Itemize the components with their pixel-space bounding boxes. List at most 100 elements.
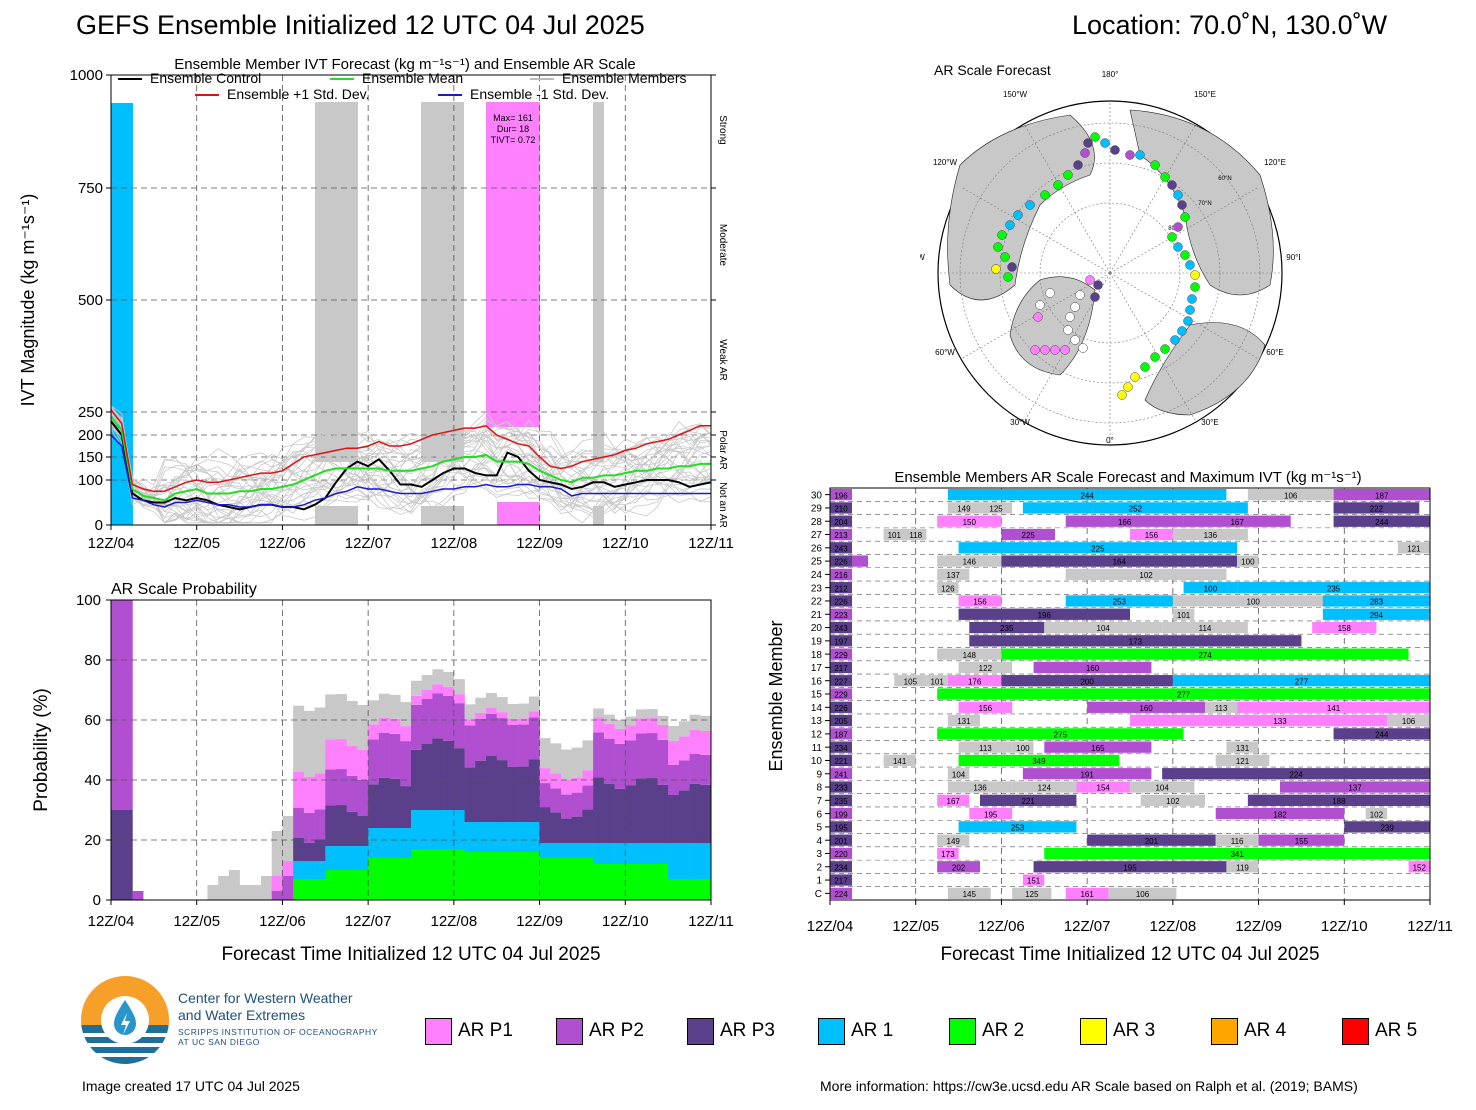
member-max-ivt: 124 [1038,784,1052,793]
probability-bar [368,858,380,900]
legend-ar-p2: AR P2 [556,1016,644,1046]
probability-bar [636,843,648,864]
member-label: 18 [811,650,823,661]
member-max-ivt: 235 [1000,624,1014,633]
ar-point [1050,345,1060,355]
member-max-ivt: 106 [1136,890,1150,899]
probability-bar [550,773,562,789]
probability-bar [325,870,337,900]
member-max-ivt: 113 [979,744,992,753]
member-max-ivt: 244 [1080,491,1094,500]
x-tick-label: 12Z/05 [173,535,220,552]
probability-bar [368,724,380,740]
probability-bar [111,600,123,810]
member-ar-bar [1312,621,1377,634]
member-ar-bar [1012,781,1077,793]
legend-label: AR 2 [982,1020,1025,1041]
member-max-ivt: 101 [930,677,944,686]
probability-bar [464,725,476,768]
footer-info: More information: https://cw3e.ucsd.edu … [820,1078,1358,1094]
probability-bar [303,842,315,861]
member-max-ivt: 100 [1241,558,1255,567]
legend-label: Ensemble +1 Std. Dev. [227,86,370,102]
probability-bar [625,740,637,786]
member-label: 25 [811,557,823,568]
member-label: 19 [811,636,823,647]
probability-bar [336,870,348,900]
member-max-ivt: 100 [1247,598,1261,607]
ensemble-member-line [110,419,712,524]
probability-bar [668,794,680,843]
initial-ivt-label: 243 [834,624,848,633]
swatch-ar-3 [1080,1017,1107,1045]
member-ar-bar [894,675,927,687]
member-max-ivt: 118 [909,531,922,540]
initial-ivt-label: 220 [834,850,848,859]
member-max-ivt: 136 [1204,531,1218,540]
initial-ivt-label: 243 [834,544,848,553]
probability-bar [368,828,380,858]
swatch-ar-5 [1342,1017,1369,1045]
ar-point [1190,270,1200,280]
ar-point [1100,138,1110,148]
probability-bar [528,822,540,852]
probability-bar [625,785,637,843]
member-ar-bar [1172,608,1195,620]
member-label: 13 [811,716,823,727]
probability-bar [400,828,412,858]
member-ar-bar [947,489,1227,501]
probability-bar [336,805,348,846]
probability-bar [486,714,498,757]
probability-bar [453,810,465,849]
legend-ar-1: AR 1 [818,1016,893,1046]
probability-bar [689,879,701,900]
probability-bar [389,718,401,734]
member-ar-bar [1076,781,1130,793]
member-label: 4 [816,836,822,847]
probability-bar [657,715,669,725]
initial-ivt-label: 229 [834,691,848,700]
member-ar-bar [1001,555,1238,567]
cw3e-logo-icon [81,976,169,1064]
member-max-ivt: 253 [1113,598,1127,607]
probability-bar [314,861,326,879]
member-label: 7 [816,796,822,807]
initial-ivt-label: 187 [834,731,848,740]
initial-ivt-label: 196 [834,491,848,500]
probability-bar [496,697,508,713]
member-ar-shade [593,102,604,462]
probability-bar [282,876,294,900]
ar-point [1135,150,1145,160]
ar-point [1085,275,1095,285]
member-label: 17 [811,663,823,674]
ensemble-member-line [110,411,712,511]
member-max-ivt: 102 [1166,797,1180,806]
member-label: 16 [811,676,823,687]
member-max-ivt: 125 [989,505,1003,514]
probability-bar [496,760,508,822]
member-ar-bar [1365,807,1388,820]
member-max-ivt: 239 [1380,824,1394,833]
probability-bar [636,709,648,719]
member-ar-bar [958,701,1013,713]
member-ar-bar [883,754,916,767]
member-ar-bar [1408,861,1430,873]
member-ar-bar [937,555,1002,567]
probability-bar [486,693,498,709]
initial-ivt-cell [830,568,852,581]
member-ar-bar [1397,542,1430,554]
meridian-line [1109,123,1197,274]
probability-bar [443,849,455,900]
probability-bar [625,716,637,726]
y-tick-label: 80 [84,652,101,669]
ar-point [1053,180,1063,190]
probability-bar [421,810,433,849]
category-label: Polar AR [717,430,728,469]
probability-bar [550,812,562,843]
ar-point [1173,190,1183,200]
probability-bar [496,712,508,719]
member-ar-bar [1162,621,1248,634]
probability-bar [507,724,519,767]
member-max-ivt: 121 [1407,544,1421,553]
